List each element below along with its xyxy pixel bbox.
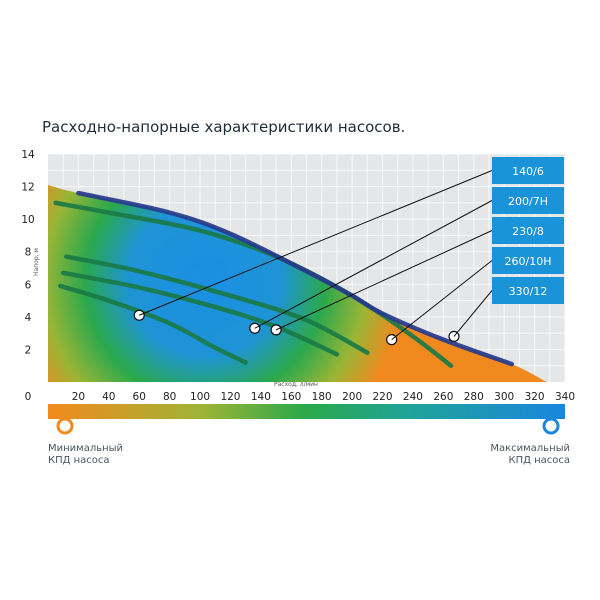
y-axis-ticks: 2 4 6 8 10 12 14 — [21, 149, 35, 356]
leader-line — [139, 170, 493, 316]
x-tick-label: 120 — [220, 391, 240, 403]
min-efficiency-marker — [56, 417, 74, 435]
x-tick-label: 200 — [342, 391, 362, 403]
max-caption-line2: КПД насоса — [508, 455, 570, 466]
leader-line — [453, 290, 493, 337]
y-tick-label: 10 — [21, 214, 34, 226]
legend-label: 230/8 — [512, 225, 544, 238]
x-axis-ticks: 0 20 40 60 80 100 120 140 160 180 200 220 240 260 280 3… — [25, 391, 575, 403]
x-tick-label: 220 — [373, 391, 393, 403]
leader-line — [275, 230, 493, 331]
max-efficiency-marker — [542, 417, 560, 435]
y-axis-label: Напор, м — [33, 248, 40, 276]
curve-marker — [249, 322, 261, 334]
legend-item: 230/8 — [492, 217, 564, 244]
leader-line — [391, 260, 493, 341]
legend-label: 200/7H — [508, 195, 548, 208]
legend-box — [492, 187, 564, 214]
x-tick-label: 300 — [494, 391, 514, 403]
legend-box — [492, 217, 564, 244]
min-efficiency-caption: Минимальный КПД насоса — [48, 443, 123, 467]
x-axis-label: Расход, л/мин — [274, 381, 318, 388]
x-tick-label: 180 — [312, 391, 332, 403]
y-tick-label: 8 — [25, 247, 32, 259]
legend-item: 330/12 — [492, 277, 564, 304]
curve-330-12 — [76, 190, 515, 367]
legend-leaders — [139, 170, 493, 341]
x-tick-label: 160 — [281, 391, 301, 403]
x-tick-label: 20 — [72, 391, 85, 403]
y-tick-label: 12 — [21, 182, 34, 194]
y-tick-label: 4 — [25, 312, 32, 324]
legend-box — [492, 247, 564, 274]
curve-200-7H — [60, 270, 340, 357]
x-tick-label: 280 — [464, 391, 484, 403]
chart-title: Расходно-напорные характеристики насосов… — [42, 118, 406, 136]
x-tick-label: 80 — [163, 391, 176, 403]
max-caption-line1: Максимальный — [490, 443, 570, 454]
legend-item: 200/7H — [492, 187, 564, 214]
min-caption-line2: КПД насоса — [48, 455, 110, 466]
curve-230-8 — [63, 254, 370, 355]
y-tick-label: 6 — [25, 279, 32, 291]
x-tick-label: 240 — [403, 391, 423, 403]
x-tick-label: 0 — [25, 391, 32, 403]
legend-label: 140/6 — [512, 165, 544, 178]
efficiency-colorbar — [48, 404, 565, 459]
y-tick-label: 2 — [25, 344, 32, 356]
x-tick-label: 40 — [102, 391, 115, 403]
leader-line — [254, 200, 493, 329]
x-tick-label: 320 — [525, 391, 545, 403]
x-tick-label: 340 — [555, 391, 575, 403]
legend-item: 140/6 — [492, 157, 564, 184]
legend-item: 260/10H — [492, 247, 564, 274]
legend: 140/6 200/7H 230/8 260/10H 330/12 — [492, 157, 564, 304]
curve-140-6 — [57, 283, 248, 365]
legend-box — [492, 277, 564, 304]
max-efficiency-caption: Максимальный КПД насоса — [470, 443, 570, 467]
pump-curves — [53, 190, 515, 368]
legend-box — [492, 157, 564, 184]
legend-label: 260/10H — [505, 255, 552, 268]
x-tick-label: 60 — [133, 391, 146, 403]
colorbar-mask — [48, 419, 565, 459]
x-tick-label: 140 — [251, 391, 271, 403]
min-caption-line1: Минимальный — [48, 443, 124, 454]
legend-label: 330/12 — [509, 285, 548, 298]
y-tick-label: 14 — [21, 149, 35, 161]
x-tick-label: 260 — [433, 391, 453, 403]
plot-area — [48, 153, 566, 382]
x-tick-label: 100 — [190, 391, 210, 403]
